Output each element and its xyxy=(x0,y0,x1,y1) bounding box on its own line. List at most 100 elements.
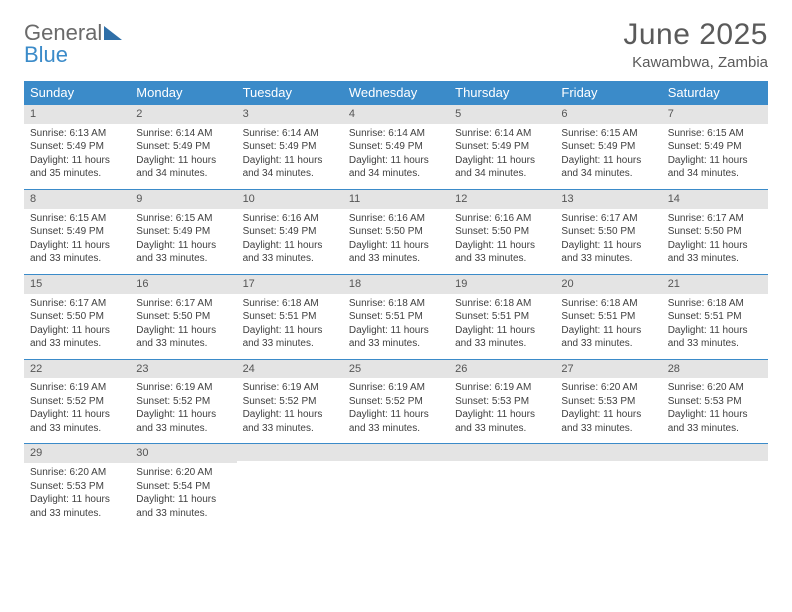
calendar-day-cell: 28Sunrise: 6:20 AMSunset: 5:53 PMDayligh… xyxy=(662,359,768,444)
day-body: Sunrise: 6:19 AMSunset: 5:52 PMDaylight:… xyxy=(130,378,236,443)
daylight-line: Daylight: 11 hours and 33 minutes. xyxy=(30,324,124,351)
title-block: June 2025 Kawambwa, Zambia xyxy=(623,18,768,71)
day-body: Sunrise: 6:14 AMSunset: 5:49 PMDaylight:… xyxy=(130,124,236,189)
sunset-line: Sunset: 5:49 PM xyxy=(136,225,230,239)
weekday-header-row: Sunday Monday Tuesday Wednesday Thursday… xyxy=(24,81,768,105)
sunset-line: Sunset: 5:49 PM xyxy=(243,140,337,154)
sunrise-line: Sunrise: 6:19 AM xyxy=(243,381,337,395)
sunset-line: Sunset: 5:53 PM xyxy=(561,395,655,409)
calendar-table: Sunday Monday Tuesday Wednesday Thursday… xyxy=(24,81,768,528)
sunrise-line: Sunrise: 6:18 AM xyxy=(561,297,655,311)
sunset-line: Sunset: 5:50 PM xyxy=(349,225,443,239)
calendar-day-cell: 2Sunrise: 6:14 AMSunset: 5:49 PMDaylight… xyxy=(130,105,236,190)
sunrise-line: Sunrise: 6:13 AM xyxy=(30,127,124,141)
day-body: Sunrise: 6:15 AMSunset: 5:49 PMDaylight:… xyxy=(24,209,130,274)
daylight-line: Daylight: 11 hours and 33 minutes. xyxy=(30,239,124,266)
sunrise-line: Sunrise: 6:14 AM xyxy=(136,127,230,141)
day-number: 22 xyxy=(24,360,130,379)
calendar-day-cell: 26Sunrise: 6:19 AMSunset: 5:53 PMDayligh… xyxy=(449,359,555,444)
sunset-line: Sunset: 5:53 PM xyxy=(30,480,124,494)
calendar-day-cell: 13Sunrise: 6:17 AMSunset: 5:50 PMDayligh… xyxy=(555,189,661,274)
calendar-day-cell: 11Sunrise: 6:16 AMSunset: 5:50 PMDayligh… xyxy=(343,189,449,274)
calendar-day-cell: 3Sunrise: 6:14 AMSunset: 5:49 PMDaylight… xyxy=(237,105,343,190)
calendar-day-cell: 24Sunrise: 6:19 AMSunset: 5:52 PMDayligh… xyxy=(237,359,343,444)
calendar-day-cell: 9Sunrise: 6:15 AMSunset: 5:49 PMDaylight… xyxy=(130,189,236,274)
logo: General Blue xyxy=(24,22,122,66)
day-body: Sunrise: 6:18 AMSunset: 5:51 PMDaylight:… xyxy=(449,294,555,359)
sunset-line: Sunset: 5:52 PM xyxy=(243,395,337,409)
day-number: 20 xyxy=(555,275,661,294)
daylight-line: Daylight: 11 hours and 33 minutes. xyxy=(668,408,762,435)
calendar-day-cell: 16Sunrise: 6:17 AMSunset: 5:50 PMDayligh… xyxy=(130,274,236,359)
daylight-line: Daylight: 11 hours and 33 minutes. xyxy=(349,408,443,435)
sunset-line: Sunset: 5:53 PM xyxy=(668,395,762,409)
daylight-line: Daylight: 11 hours and 34 minutes. xyxy=(243,154,337,181)
sunrise-line: Sunrise: 6:17 AM xyxy=(30,297,124,311)
daylight-line: Daylight: 11 hours and 34 minutes. xyxy=(455,154,549,181)
sunrise-line: Sunrise: 6:19 AM xyxy=(455,381,549,395)
day-body: Sunrise: 6:15 AMSunset: 5:49 PMDaylight:… xyxy=(662,124,768,189)
calendar-day-cell: 23Sunrise: 6:19 AMSunset: 5:52 PMDayligh… xyxy=(130,359,236,444)
day-body: Sunrise: 6:19 AMSunset: 5:52 PMDaylight:… xyxy=(24,378,130,443)
calendar-day-cell: 12Sunrise: 6:16 AMSunset: 5:50 PMDayligh… xyxy=(449,189,555,274)
sunrise-line: Sunrise: 6:20 AM xyxy=(136,466,230,480)
calendar-day-cell: 17Sunrise: 6:18 AMSunset: 5:51 PMDayligh… xyxy=(237,274,343,359)
day-number: 16 xyxy=(130,275,236,294)
day-number: 21 xyxy=(662,275,768,294)
calendar-day-cell: 6Sunrise: 6:15 AMSunset: 5:49 PMDaylight… xyxy=(555,105,661,190)
day-number: 15 xyxy=(24,275,130,294)
day-body: Sunrise: 6:13 AMSunset: 5:49 PMDaylight:… xyxy=(24,124,130,189)
weekday-header: Wednesday xyxy=(343,81,449,105)
sunset-line: Sunset: 5:54 PM xyxy=(136,480,230,494)
calendar-day-cell: 14Sunrise: 6:17 AMSunset: 5:50 PMDayligh… xyxy=(662,189,768,274)
daylight-line: Daylight: 11 hours and 34 minutes. xyxy=(349,154,443,181)
calendar-day-cell: 8Sunrise: 6:15 AMSunset: 5:49 PMDaylight… xyxy=(24,189,130,274)
daylight-line: Daylight: 11 hours and 34 minutes. xyxy=(668,154,762,181)
sunrise-line: Sunrise: 6:17 AM xyxy=(668,212,762,226)
day-body: Sunrise: 6:16 AMSunset: 5:49 PMDaylight:… xyxy=(237,209,343,274)
calendar-week-row: 8Sunrise: 6:15 AMSunset: 5:49 PMDaylight… xyxy=(24,189,768,274)
sunrise-line: Sunrise: 6:15 AM xyxy=(668,127,762,141)
daylight-line: Daylight: 11 hours and 33 minutes. xyxy=(668,324,762,351)
sunset-line: Sunset: 5:51 PM xyxy=(668,310,762,324)
daylight-line: Daylight: 11 hours and 33 minutes. xyxy=(561,408,655,435)
weekday-header: Saturday xyxy=(662,81,768,105)
day-number: 17 xyxy=(237,275,343,294)
day-number: 30 xyxy=(130,444,236,463)
day-body: Sunrise: 6:15 AMSunset: 5:49 PMDaylight:… xyxy=(130,209,236,274)
sunrise-line: Sunrise: 6:14 AM xyxy=(455,127,549,141)
sunset-line: Sunset: 5:51 PM xyxy=(561,310,655,324)
sunrise-line: Sunrise: 6:15 AM xyxy=(30,212,124,226)
logo-text: General Blue xyxy=(24,22,122,66)
day-number: 29 xyxy=(24,444,130,463)
day-number: 4 xyxy=(343,105,449,124)
calendar-day-cell: 7Sunrise: 6:15 AMSunset: 5:49 PMDaylight… xyxy=(662,105,768,190)
daylight-line: Daylight: 11 hours and 33 minutes. xyxy=(136,493,230,520)
day-body: Sunrise: 6:18 AMSunset: 5:51 PMDaylight:… xyxy=(662,294,768,359)
calendar-day-cell: 18Sunrise: 6:18 AMSunset: 5:51 PMDayligh… xyxy=(343,274,449,359)
daylight-line: Daylight: 11 hours and 33 minutes. xyxy=(136,324,230,351)
day-number: 8 xyxy=(24,190,130,209)
daylight-line: Daylight: 11 hours and 33 minutes. xyxy=(243,239,337,266)
sunrise-line: Sunrise: 6:18 AM xyxy=(243,297,337,311)
sunset-line: Sunset: 5:49 PM xyxy=(561,140,655,154)
day-body: Sunrise: 6:17 AMSunset: 5:50 PMDaylight:… xyxy=(130,294,236,359)
sunset-line: Sunset: 5:49 PM xyxy=(30,225,124,239)
day-number: 9 xyxy=(130,190,236,209)
day-number: 5 xyxy=(449,105,555,124)
weekday-header: Thursday xyxy=(449,81,555,105)
sunrise-line: Sunrise: 6:19 AM xyxy=(349,381,443,395)
day-number: 28 xyxy=(662,360,768,379)
sunset-line: Sunset: 5:49 PM xyxy=(349,140,443,154)
calendar-week-row: 1Sunrise: 6:13 AMSunset: 5:49 PMDaylight… xyxy=(24,105,768,190)
day-body: Sunrise: 6:18 AMSunset: 5:51 PMDaylight:… xyxy=(555,294,661,359)
logo-word-2: Blue xyxy=(24,42,68,67)
day-number: 18 xyxy=(343,275,449,294)
day-body: Sunrise: 6:14 AMSunset: 5:49 PMDaylight:… xyxy=(237,124,343,189)
sunrise-line: Sunrise: 6:14 AM xyxy=(243,127,337,141)
sunrise-line: Sunrise: 6:18 AM xyxy=(455,297,549,311)
daylight-line: Daylight: 11 hours and 33 minutes. xyxy=(136,408,230,435)
sunset-line: Sunset: 5:49 PM xyxy=(455,140,549,154)
sunset-line: Sunset: 5:52 PM xyxy=(136,395,230,409)
day-body: Sunrise: 6:15 AMSunset: 5:49 PMDaylight:… xyxy=(555,124,661,189)
